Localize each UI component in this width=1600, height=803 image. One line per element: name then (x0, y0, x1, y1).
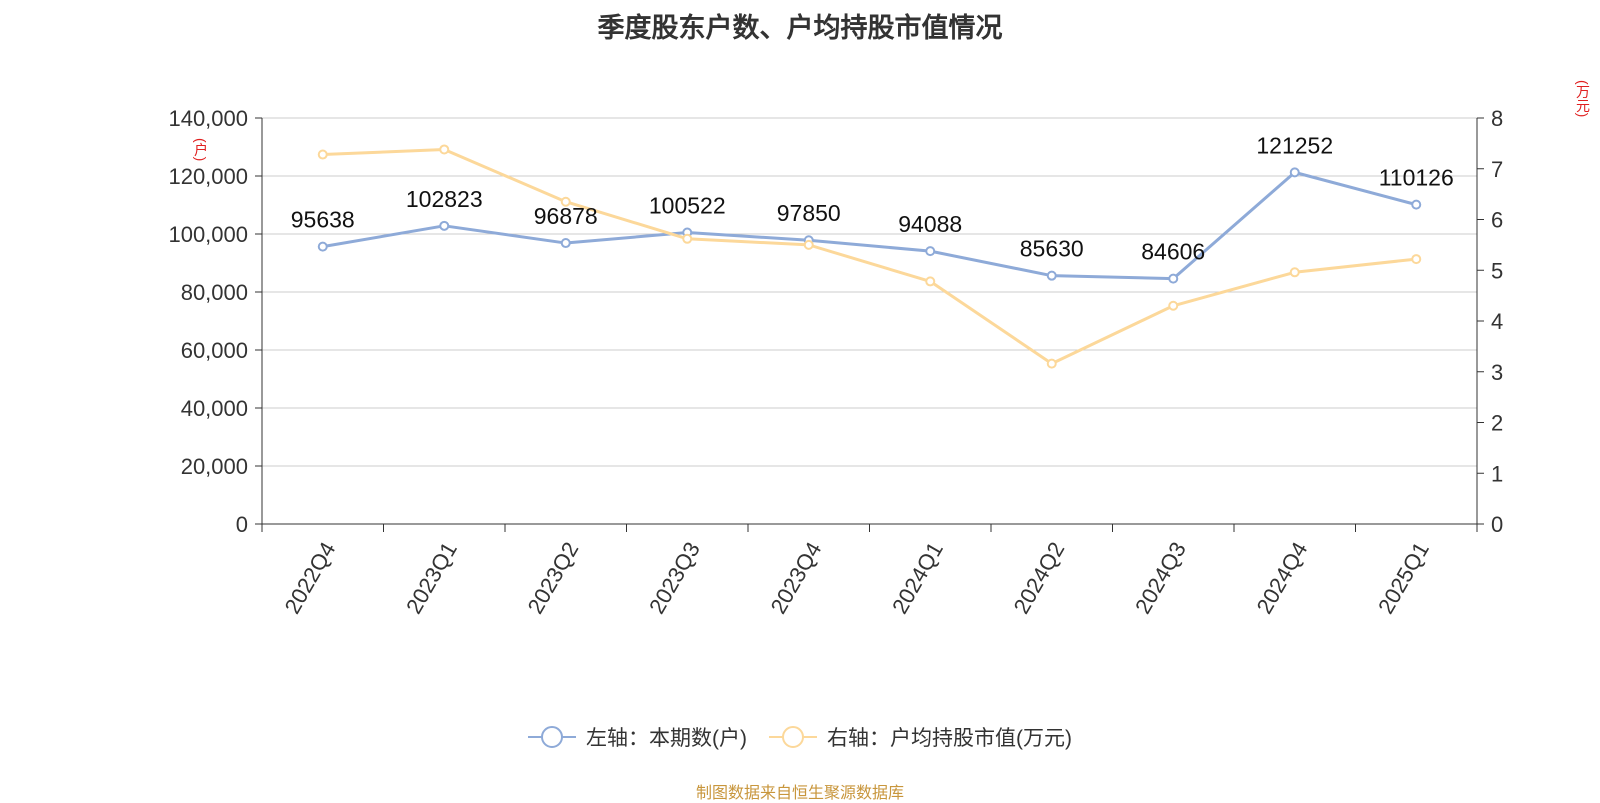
data-point-avg-holding-value (925, 276, 936, 287)
data-label: 94088 (898, 211, 962, 237)
data-label: 102823 (406, 186, 483, 212)
left-axis-tick-label: 100,000 (168, 222, 248, 247)
left-axis-tick-label: 120,000 (168, 164, 248, 189)
data-point-avg-holding-value (682, 233, 693, 244)
series-layer (317, 144, 1422, 369)
data-point-shareholders (560, 238, 571, 249)
legend-marker-right-icon (769, 726, 817, 748)
x-axis-tick-label: 2025Q1 (1373, 538, 1434, 618)
label-layer: 95638 102823 96878 100522 97850 94088 85630 846… (291, 132, 1454, 264)
series-line-avg-holding-value (322, 147, 1417, 366)
data-label: 110126 (1379, 165, 1454, 191)
legend-marker-left-icon (528, 726, 576, 748)
left-axis-tick-label: 0 (236, 512, 248, 537)
data-point-shareholders (1411, 199, 1422, 210)
left-axis-tick-label: 140,000 (168, 106, 248, 131)
right-axis-tick-label: 5 (1491, 258, 1503, 283)
data-label: 95638 (291, 207, 355, 233)
series-line-shareholders (322, 170, 1417, 281)
x-axis-tick-label: 2024Q3 (1130, 538, 1191, 618)
x-axis-tick-label: 2023Q3 (644, 538, 705, 618)
right-axis-tick-label: 8 (1491, 106, 1503, 131)
data-point-avg-holding-value (560, 196, 571, 207)
data-point-avg-holding-value (1411, 254, 1422, 265)
right-axis-tick-label: 3 (1491, 360, 1503, 385)
data-label: 96878 (534, 203, 598, 229)
data-point-shareholders (925, 246, 936, 257)
data-point-shareholders (1289, 167, 1300, 178)
grid-layer (262, 117, 1477, 467)
axis-layer: 0 20,000 40,000 60,000 80,000 100,000 120,000 1… (168, 106, 1503, 618)
right-axis-tick-label: 0 (1491, 512, 1503, 537)
x-axis-tick-label: 2024Q1 (887, 538, 948, 618)
legend-label-left-series: 左轴：本期数(户) (586, 727, 747, 750)
data-point-shareholders (317, 241, 328, 252)
line-chart: 0 20,000 40,000 60,000 80,000 100,000 120,000 1… (168, 106, 1503, 618)
data-point-avg-holding-value (1289, 267, 1300, 278)
data-point-avg-holding-value (1046, 358, 1057, 369)
left-axis-tick-label: 20,000 (181, 454, 248, 479)
data-point-avg-holding-value (803, 239, 814, 250)
data-label: 100522 (649, 192, 726, 218)
left-axis-tick-label: 60,000 (181, 338, 248, 363)
data-point-avg-holding-value (1168, 300, 1179, 311)
data-point-avg-holding-value (317, 149, 328, 160)
chart-title: 季度股东户数、户均持股市值情况 (597, 13, 1003, 43)
right-axis-unit: (万元) (1575, 80, 1591, 118)
data-point-shareholders (1046, 270, 1057, 281)
legend-label-right-series: 右轴：户均持股市值(万元) (827, 727, 1072, 750)
data-label: 85630 (1020, 236, 1084, 262)
right-axis-tick-label: 4 (1491, 309, 1503, 334)
x-axis-tick-label: 2024Q4 (1252, 538, 1313, 618)
left-axis-tick-label: 40,000 (181, 396, 248, 421)
right-axis-tick-label: 7 (1491, 157, 1503, 182)
legend: 左轴：本期数(户) 右轴：户均持股市值(万元) (0, 722, 1600, 752)
data-point-shareholders (1168, 273, 1179, 284)
x-axis-tick-label: 2024Q2 (1009, 538, 1070, 618)
source-note: 制图数据来自恒生聚源数据库 (695, 785, 904, 802)
data-point-shareholders (439, 220, 450, 231)
data-label: 84606 (1141, 239, 1205, 265)
x-axis-tick-label: 2023Q1 (401, 538, 462, 618)
x-axis-tick-label: 2022Q4 (280, 538, 341, 618)
right-axis-tick-label: 1 (1491, 461, 1503, 486)
right-axis-tick-label: 6 (1491, 208, 1503, 233)
left-axis-tick-label: 80,000 (181, 280, 248, 305)
legend-item-right-series[interactable]: 右轴：户均持股市值(万元) (769, 722, 1072, 752)
legend-item-left-series[interactable]: 左轴：本期数(户) (528, 722, 747, 752)
right-axis-tick-label: 2 (1491, 411, 1503, 436)
data-point-avg-holding-value (439, 144, 450, 155)
left-axis-unit: (户) (193, 138, 209, 162)
data-label: 121252 (1256, 132, 1333, 158)
data-label: 97850 (777, 200, 841, 226)
x-axis-tick-label: 2023Q4 (766, 538, 827, 618)
x-axis-tick-label: 2023Q2 (523, 538, 584, 618)
